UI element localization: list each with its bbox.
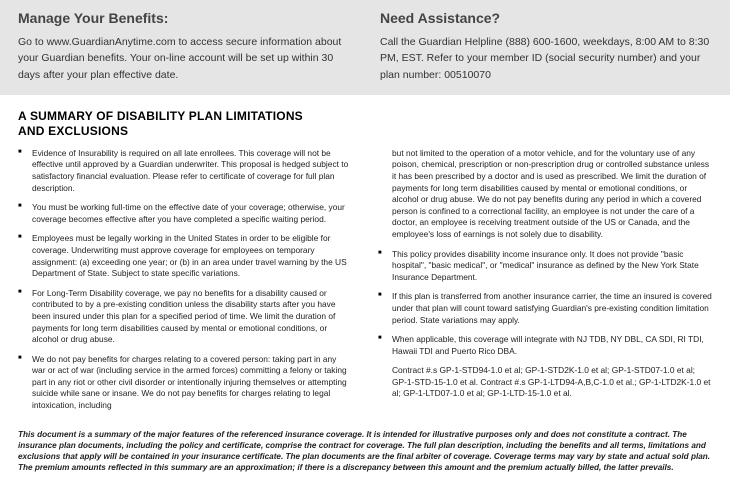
left-column: Evidence of Insurability is required on … [18, 148, 352, 420]
section-title-line1: A SUMMARY OF DISABILITY PLAN LIMITATIONS [18, 109, 303, 123]
list-item: Contract #.s GP-1-STD94-1.0 et al; GP-1-… [378, 365, 712, 400]
list-item: For Long-Term Disability coverage, we pa… [18, 288, 352, 346]
list-item: We do not pay benefits for charges relat… [18, 354, 352, 412]
list-item: You must be working full-time on the eff… [18, 202, 352, 225]
list-item: This policy provides disability income i… [378, 249, 712, 284]
header-left-title: Manage Your Benefits: [18, 10, 350, 26]
list-item: but not limited to the operation of a mo… [378, 148, 712, 241]
main-content: A SUMMARY OF DISABILITY PLAN LIMITATIONS… [0, 95, 730, 426]
right-column: but not limited to the operation of a mo… [378, 148, 712, 420]
list-item: If this plan is transferred from another… [378, 291, 712, 326]
header-bar: Manage Your Benefits: Go to www.Guardian… [0, 0, 730, 95]
header-left-text: Go to www.GuardianAnytime.com to access … [18, 34, 350, 83]
two-column-body: Evidence of Insurability is required on … [18, 148, 712, 420]
section-title: A SUMMARY OF DISABILITY PLAN LIMITATIONS… [18, 109, 712, 139]
header-right-text: Call the Guardian Helpline (888) 600-160… [380, 34, 712, 83]
right-bullet-list: but not limited to the operation of a mo… [378, 148, 712, 400]
list-item: Evidence of Insurability is required on … [18, 148, 352, 194]
left-bullet-list: Evidence of Insurability is required on … [18, 148, 352, 412]
footer-disclaimer: This document is a summary of the major … [0, 426, 730, 473]
header-right: Need Assistance? Call the Guardian Helpl… [370, 10, 712, 83]
header-right-title: Need Assistance? [380, 10, 712, 26]
list-item: When applicable, this coverage will inte… [378, 334, 712, 357]
section-title-line2: AND EXCLUSIONS [18, 124, 128, 138]
list-item: Employees must be legally working in the… [18, 233, 352, 279]
header-left: Manage Your Benefits: Go to www.Guardian… [18, 10, 370, 83]
